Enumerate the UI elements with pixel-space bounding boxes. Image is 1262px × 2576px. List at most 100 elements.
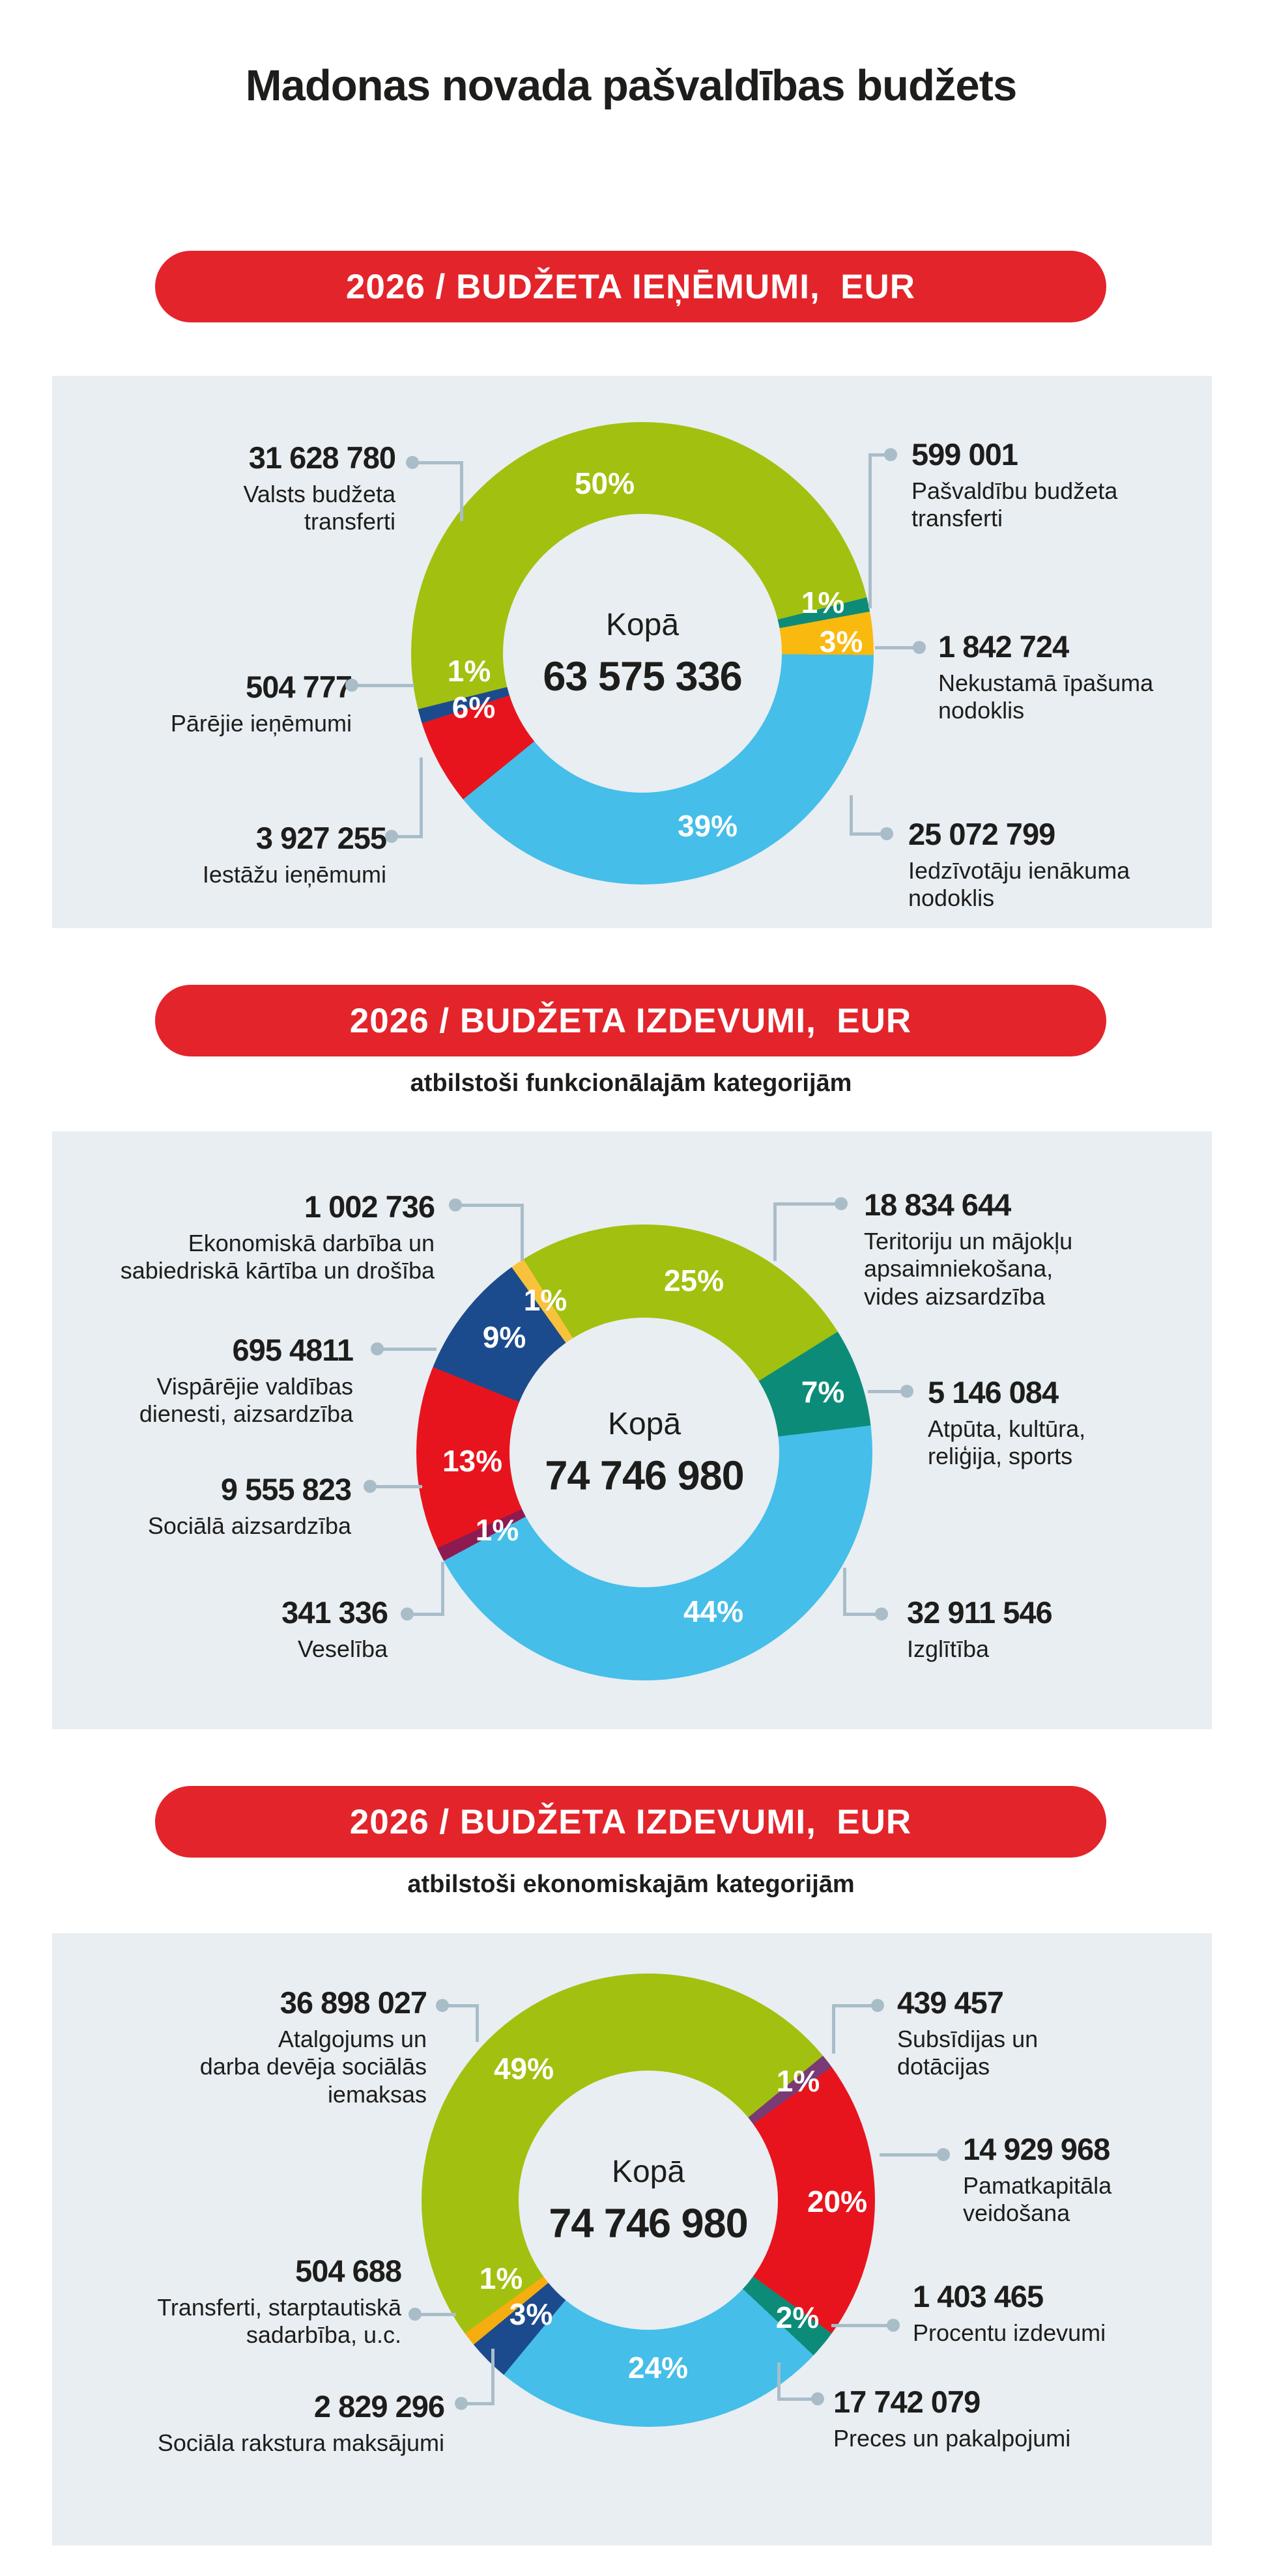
callout-izglitiba: 32 911 546 Izglītība bbox=[907, 1594, 1053, 1663]
callout-pasvaldibu-budzeta-transferti: 599 001 Pašvaldību budžeta transferti bbox=[911, 436, 1117, 533]
donut-center-revenues: Kopā 63 575 336 bbox=[503, 514, 782, 793]
leader-line bbox=[370, 1485, 422, 1488]
leader-line bbox=[412, 461, 463, 464]
callout-nekustama-ipasuma-nodoklis: 1 842 724 Nekustamā īpašuma nodoklis bbox=[938, 629, 1153, 725]
leader-line bbox=[491, 2349, 495, 2405]
segment-percent-label: 49% bbox=[493, 2052, 554, 2086]
callout-value: 36 898 027 bbox=[280, 1985, 427, 2020]
segment-percent-label: 1% bbox=[447, 654, 491, 688]
segment-percent-label: 2% bbox=[775, 2300, 820, 2334]
callout-desc: Atpūta, kultūra, reliģija, sports bbox=[928, 1415, 1086, 1470]
callout-value: 3 927 255 bbox=[255, 821, 387, 855]
leader-dot bbox=[880, 827, 893, 840]
callout-value: 2 829 296 bbox=[313, 2389, 445, 2424]
callout-sociala-rakstura-maksajumi: 2 829 296 Sociāla rakstura maksājumi bbox=[157, 2388, 445, 2457]
segment-percent-label: 1% bbox=[776, 2064, 820, 2098]
callout-value: 341 336 bbox=[281, 1595, 388, 1630]
segment-percent-label: 9% bbox=[482, 1320, 526, 1354]
donut-chart-revenues: Kopā 63 575 336 bbox=[411, 422, 874, 885]
callout-desc: Pamatkapitāla veidošana bbox=[963, 2172, 1112, 2227]
leader-line bbox=[850, 795, 853, 836]
leader-dot bbox=[835, 1197, 848, 1210]
callout-desc: Transferti, starptautiskā sadarbība, u.c… bbox=[157, 2294, 401, 2349]
leader-line bbox=[377, 1348, 437, 1351]
total-value: 63 575 336 bbox=[543, 653, 742, 700]
callout-desc: Ekonomiskā darbība un sabiedriskā kārtīb… bbox=[120, 1230, 435, 1284]
donut-center-expenditures-economic: Kopā 74 746 980 bbox=[519, 2071, 778, 2330]
callout-desc: Iestāžu ieņēmumi bbox=[202, 861, 386, 888]
callout-value: 17 742 079 bbox=[833, 2385, 981, 2419]
callout-visparejie-valdibas-dienesti: 695 4811 Vispārējie valdības dienesti, a… bbox=[139, 1332, 354, 1428]
segment-percent-label: 39% bbox=[677, 809, 738, 843]
leader-line bbox=[420, 757, 423, 837]
segment-percent-label: 1% bbox=[801, 586, 845, 619]
leader-line bbox=[455, 1204, 524, 1207]
callout-iestazu-ienemumi: 3 927 255 Iestāžu ieņēmumi bbox=[202, 820, 387, 888]
callout-desc: Atalgojums un darba devēja sociālās iema… bbox=[199, 2026, 427, 2108]
callout-value: 1 403 465 bbox=[913, 2279, 1044, 2314]
banner-budzeta-ienemumi-label: 2026 / BUDŽETA IEŅĒMUMI, EUR bbox=[345, 267, 916, 306]
segment-percent-label: 13% bbox=[442, 1444, 503, 1478]
callout-desc: Vispārējie valdības dienesti, aizsardzīb… bbox=[139, 1373, 353, 1428]
leader-dot bbox=[875, 1607, 888, 1621]
callout-value: 1 842 724 bbox=[938, 629, 1069, 664]
callout-desc: Subsīdijas un dotācijas bbox=[897, 2026, 1039, 2080]
leader-dot bbox=[937, 2148, 950, 2161]
segment-percent-label: 1% bbox=[475, 1513, 519, 1547]
callout-value: 695 4811 bbox=[232, 1333, 354, 1367]
callout-subsidijas-un-dotacijas: 439 457 Subsīdijas un dotācijas bbox=[897, 1985, 1038, 2081]
leader-line bbox=[843, 1613, 882, 1616]
segment-percent-label: 6% bbox=[452, 690, 496, 724]
leader-line bbox=[392, 835, 423, 838]
callout-desc: Sociāla rakstura maksājumi bbox=[157, 2429, 444, 2456]
leader-line bbox=[521, 1204, 524, 1261]
leader-line bbox=[875, 646, 915, 649]
segment-percent-label: 25% bbox=[663, 1264, 724, 1297]
banner-budzeta-izdevumi-funkc-label: 2026 / BUDŽETA IZDEVUMI, EUR bbox=[349, 1001, 912, 1040]
callout-value: 1 002 736 bbox=[304, 1189, 435, 1224]
callout-value: 504 688 bbox=[295, 2254, 402, 2288]
callout-desc: Teritoriju un mājokļu apsaimniekošana, v… bbox=[864, 1228, 1073, 1310]
total-value: 74 746 980 bbox=[545, 1452, 744, 1499]
leader-dot bbox=[913, 641, 926, 654]
callout-desc: Veselība bbox=[297, 1635, 388, 1662]
callout-parejie-ienemumi: 504 777 Pārējie ieņēmumi bbox=[171, 669, 352, 737]
callout-value: 9 555 823 bbox=[220, 1472, 352, 1507]
banner-budzeta-izdevumi-funkc: 2026 / BUDŽETA IZDEVUMI, EUR bbox=[155, 985, 1106, 1056]
segment-percent-label: 7% bbox=[801, 1375, 845, 1409]
banner-budzeta-izdevumi-ekon-label: 2026 / BUDŽETA IZDEVUMI, EUR bbox=[349, 1802, 912, 1841]
leader-dot bbox=[887, 2319, 900, 2332]
segment-percent-label: 3% bbox=[509, 2297, 553, 2331]
callout-valsts-budzeta-transferti: 31 628 780 Valsts budžeta transferti bbox=[244, 440, 396, 536]
leader-line bbox=[461, 2402, 495, 2405]
donut-chart-expenditures-economic: Kopā 74 746 980 bbox=[422, 1974, 875, 2427]
callout-desc: Sociālā aizsardzība bbox=[147, 1512, 351, 1539]
leader-line bbox=[773, 1204, 777, 1261]
leader-line bbox=[415, 2313, 456, 2316]
callout-atputa-kultura: 5 146 084 Atpūta, kultūra, reliģija, spo… bbox=[928, 1374, 1085, 1471]
callout-desc: Pašvaldību budžeta transferti bbox=[911, 477, 1118, 532]
callout-value: 18 834 644 bbox=[864, 1187, 1011, 1222]
leader-line bbox=[441, 1562, 444, 1615]
leader-line bbox=[352, 684, 414, 687]
callout-desc: Procentu izdevumi bbox=[913, 2319, 1106, 2346]
segment-percent-label: 44% bbox=[683, 1594, 744, 1628]
leader-line bbox=[832, 2004, 878, 2007]
subtitle-ekonomiskajam: atbilstoši ekonomiskajām kategorijām bbox=[407, 1871, 855, 1898]
segment-percent-label: 24% bbox=[627, 2351, 689, 2385]
donut-center-expenditures-functional: Kopā 74 746 980 bbox=[509, 1318, 779, 1587]
segment-percent-label: 50% bbox=[574, 466, 635, 500]
callout-desc: Nekustamā īpašuma nodoklis bbox=[938, 670, 1154, 724]
callout-veseliba: 341 336 Veselība bbox=[281, 1594, 388, 1663]
leader-dot bbox=[884, 448, 897, 461]
banner-budzeta-ienemumi: 2026 / BUDŽETA IEŅĒMUMI, EUR bbox=[155, 251, 1106, 322]
total-label: Kopā bbox=[607, 1406, 681, 1441]
callout-desc: Iedzīvotāju ienākuma nodoklis bbox=[908, 857, 1130, 912]
callout-value: 504 777 bbox=[246, 670, 352, 704]
callout-value: 14 929 968 bbox=[963, 2132, 1110, 2166]
leader-line bbox=[850, 832, 882, 836]
leader-line bbox=[773, 1202, 841, 1206]
leader-line bbox=[460, 461, 463, 521]
leader-line bbox=[777, 2362, 781, 2401]
callout-value: 439 457 bbox=[897, 1985, 1004, 2020]
